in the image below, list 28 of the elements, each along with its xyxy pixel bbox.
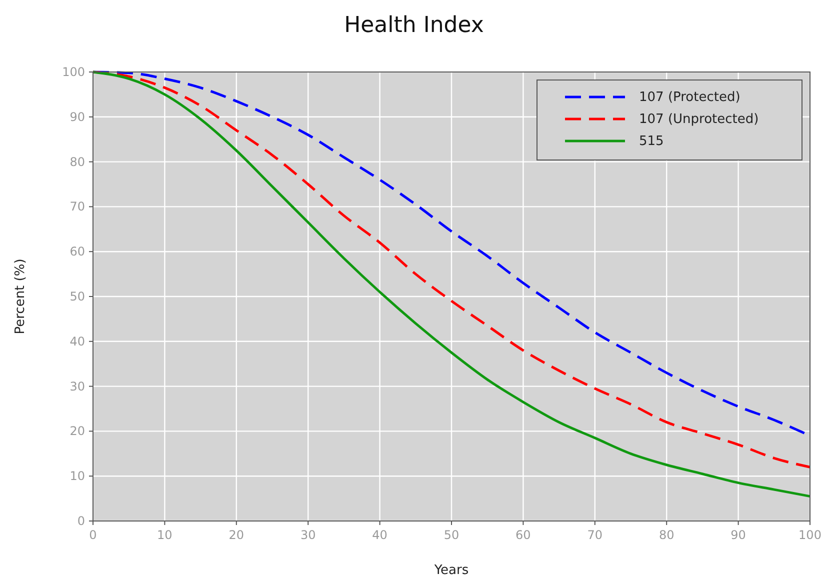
x-tick-label: 10	[157, 528, 172, 542]
y-tick-label: 10	[70, 469, 85, 484]
x-tick-label: 70	[587, 528, 603, 542]
y-tick-label: 60	[70, 244, 85, 259]
x-tick-label: 30	[300, 528, 316, 542]
y-tick-label: 90	[70, 110, 85, 124]
x-axis-title: Years	[433, 563, 469, 578]
y-tick-label: 100	[62, 65, 85, 79]
legend-label: 107 (Unprotected)	[639, 112, 759, 127]
x-tick-label: 40	[372, 528, 388, 542]
x-tick-label: 80	[658, 528, 674, 542]
chart-title: Health Index	[344, 13, 484, 38]
x-tick-label: 60	[516, 528, 531, 542]
x-tick-label: 50	[444, 528, 460, 542]
legend-label: 107 (Protected)	[639, 90, 740, 105]
x-tick-label: 20	[228, 528, 244, 542]
y-tick-label: 40	[70, 334, 85, 348]
y-tick-label: 20	[70, 424, 85, 438]
y-tick-label: 50	[70, 290, 85, 304]
y-tick-label: 80	[70, 154, 85, 169]
x-tick-label: 100	[798, 528, 822, 542]
y-tick-label: 70	[70, 200, 85, 214]
legend-label: 515	[639, 134, 664, 149]
y-tick-label: 0	[77, 514, 85, 528]
y-tick-label: 30	[70, 379, 85, 394]
x-tick-label: 90	[730, 528, 746, 542]
y-axis-title: Percent (%)	[13, 258, 28, 334]
x-tick-label: 0	[89, 528, 97, 542]
